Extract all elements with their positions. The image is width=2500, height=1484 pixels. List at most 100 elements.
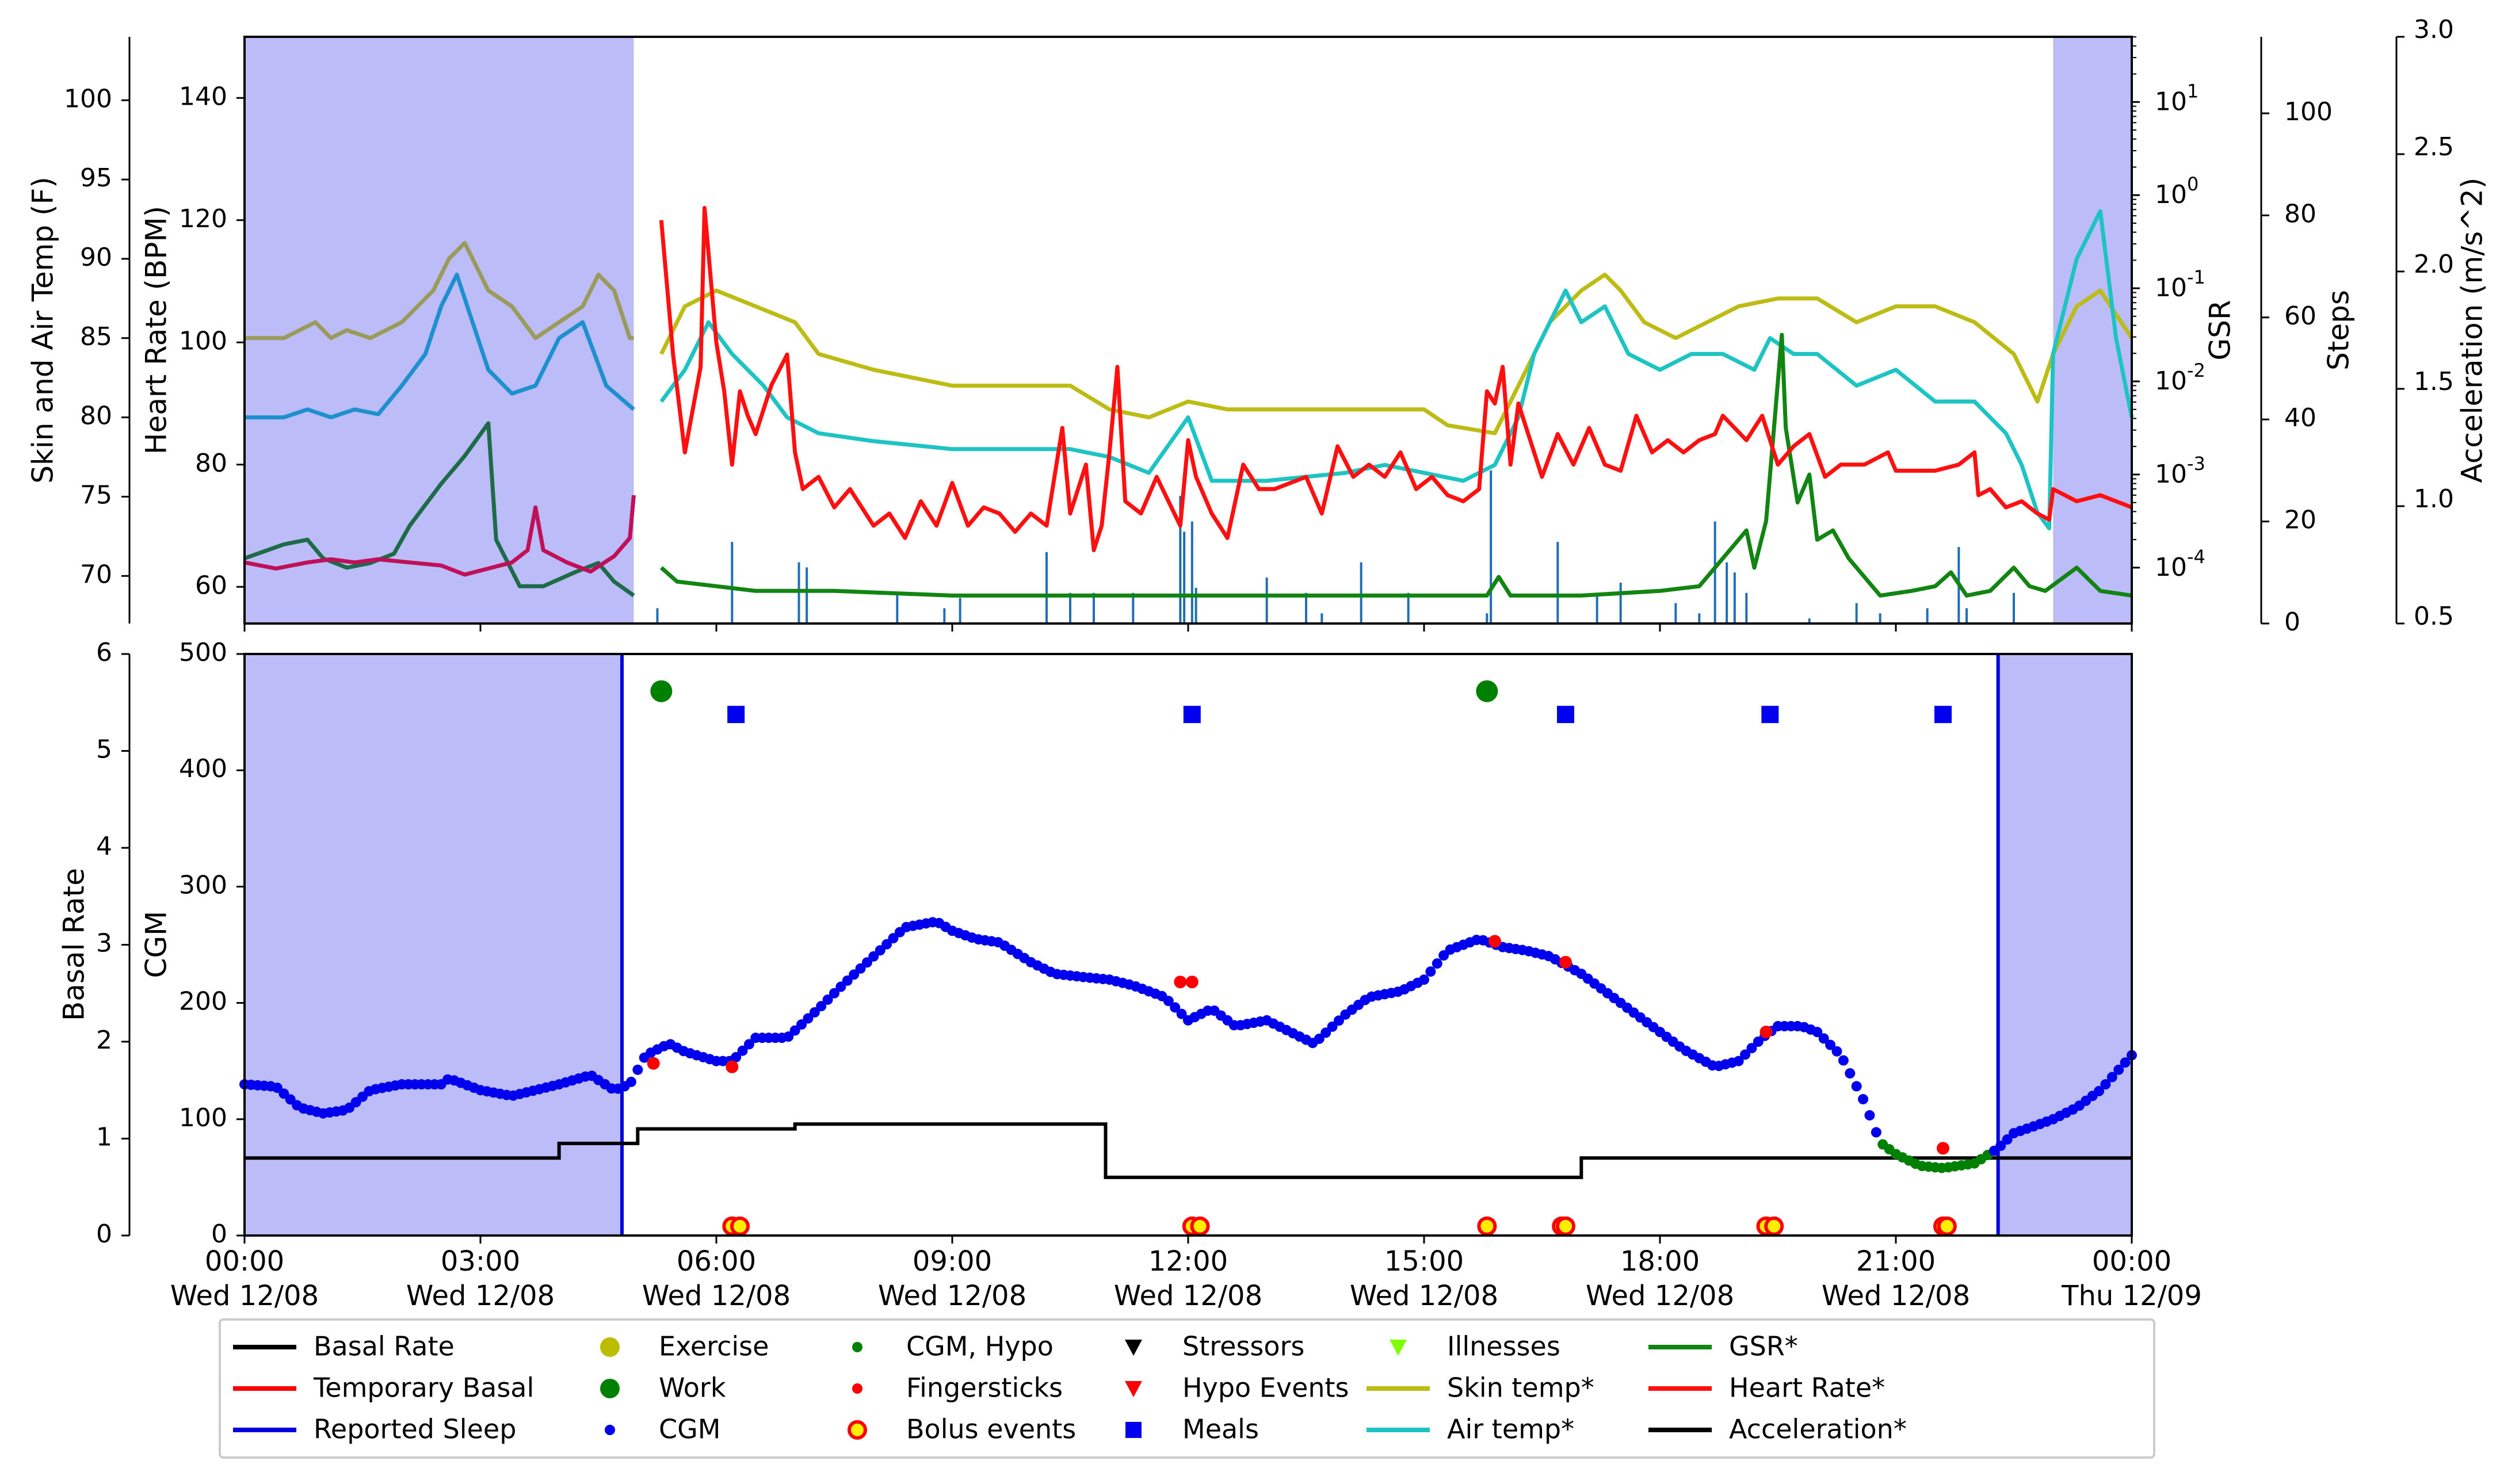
cgm-point <box>1838 1055 1849 1066</box>
tick-label: 80 <box>80 401 112 431</box>
series-line <box>659 206 2133 552</box>
cgm-point <box>809 1007 820 1018</box>
fingerstick-point <box>647 1057 660 1070</box>
meal-marker <box>1934 706 1952 724</box>
legend-item: Bolus events <box>848 1414 1076 1445</box>
tick-label: 85 <box>80 322 112 351</box>
legend-item: Meals <box>1125 1414 1259 1445</box>
cgm-point <box>881 939 892 950</box>
cgm-point <box>1333 1015 1344 1026</box>
axis-label-heart-rate: Heart Rate (BPM) <box>140 206 173 454</box>
cgm-point <box>1425 966 1436 977</box>
legend-label: Reported Sleep <box>314 1414 516 1445</box>
cgm-point <box>861 957 872 968</box>
x-tick-date: Wed 12/08 <box>1350 1280 1498 1312</box>
tick-label: 2.5 <box>2414 132 2454 162</box>
legend-label: CGM, Hypo <box>906 1331 1054 1362</box>
work-marker <box>650 680 673 702</box>
bolus-event-marker <box>1190 1216 1210 1236</box>
cgm-point <box>1851 1081 1862 1092</box>
cgm-point <box>888 933 899 944</box>
tick-label: 0 <box>211 1219 227 1249</box>
fingerstick-point <box>1937 1142 1949 1155</box>
legend-label: Stressors <box>1182 1331 1304 1362</box>
top-axes: 60 80 100 120 140 Heart Rate (BPM) 70 75 80 85 90 9… <box>26 15 2489 637</box>
cgm-point <box>1163 996 1174 1007</box>
series-line <box>243 421 635 598</box>
legend-item: Illnesses <box>1390 1331 1560 1362</box>
cgm-point <box>2106 1072 2117 1083</box>
x-tick-time: 03:00 <box>441 1245 520 1278</box>
bolus-event-marker <box>1764 1216 1784 1236</box>
legend-item: Reported Sleep <box>233 1414 516 1445</box>
axis-label-acceleration: Acceleration (m/s^2) <box>2456 178 2489 483</box>
legend-label: Bolus events <box>906 1414 1076 1445</box>
tick-label: 1.0 <box>2414 484 2454 514</box>
x-tick-date: Wed 12/08 <box>1114 1280 1262 1312</box>
legend-item: Stressors <box>1125 1331 1304 1362</box>
bolus-event-marker <box>1556 1216 1575 1236</box>
x-tick-date: Wed 12/08 <box>1822 1280 1970 1312</box>
cgm-point <box>868 951 879 962</box>
tick-label: 0 <box>2284 607 2300 637</box>
legend-swatch <box>852 1342 862 1352</box>
tick-label: 1 <box>96 1123 112 1152</box>
cgm-point <box>1818 1033 1829 1044</box>
legend-swatch <box>1390 1340 1407 1356</box>
cgm-point <box>783 1031 794 1042</box>
tick-label: 60 <box>195 571 227 600</box>
tick-label: 3 <box>96 929 112 958</box>
tick-label: 120 <box>179 204 227 234</box>
x-tick-time: 09:00 <box>913 1245 992 1278</box>
cgm-point <box>1432 958 1442 969</box>
bottom-plot-marks <box>239 654 2137 1236</box>
cgm-point <box>829 988 839 999</box>
legend-item: Hypo Events <box>1125 1372 1349 1403</box>
cgm-point <box>796 1019 807 1030</box>
meal-marker <box>727 706 745 724</box>
tick-label: 140 <box>179 82 227 111</box>
tick-label: 10-3 <box>2155 453 2205 489</box>
fingerstick-point <box>1759 1026 1773 1039</box>
cgm-point <box>789 1025 800 1036</box>
cgm-point <box>1845 1068 1856 1079</box>
x-tick-time: 00:00 <box>205 1245 284 1278</box>
legend-item: Temporary Basal <box>233 1372 534 1403</box>
legend-swatch <box>600 1379 620 1398</box>
legend-item: Basal Rate <box>233 1331 455 1362</box>
legend-label: Meals <box>1182 1414 1259 1445</box>
tick-label: 6 <box>96 638 112 667</box>
cgm-point <box>803 1013 814 1024</box>
legend-item: Heart Rate* <box>1648 1372 1885 1403</box>
tick-label: 5 <box>96 735 112 764</box>
x-tick-date: Wed 12/08 <box>1586 1280 1734 1312</box>
fingerstick-point <box>726 1060 739 1073</box>
legend-label: Hypo Events <box>1182 1372 1349 1403</box>
tick-label: 90 <box>80 243 112 272</box>
legend-label: Acceleration* <box>1729 1414 1907 1445</box>
tick-label: 10-4 <box>2155 546 2205 582</box>
series-line <box>659 209 2134 531</box>
tick-label: 75 <box>80 480 112 510</box>
tick-label: 2.0 <box>2414 250 2454 279</box>
tick-label: 400 <box>179 754 227 783</box>
cgm-point <box>1864 1110 1875 1121</box>
meal-marker <box>1183 706 1201 724</box>
legend-item: Fingersticks <box>852 1372 1063 1403</box>
legend-label: Work <box>659 1372 726 1403</box>
legend-swatch <box>848 1420 867 1440</box>
cgm-point <box>816 1001 827 1012</box>
cgm-point <box>1871 1127 1881 1138</box>
cgm-point <box>849 969 860 980</box>
legend-swatch <box>1125 1381 1142 1397</box>
fingerstick-point <box>1174 976 1187 989</box>
legend-item: CGM <box>605 1414 720 1445</box>
legend-label: Fingersticks <box>906 1372 1063 1403</box>
cgm-point <box>1995 1140 2006 1151</box>
cgm-point <box>1858 1093 1869 1104</box>
x-tick-date: Wed 12/08 <box>406 1280 555 1312</box>
cgm-point <box>855 963 866 974</box>
series-line <box>245 240 634 341</box>
tick-label: 100 <box>2284 97 2333 127</box>
x-tick-date: Wed 12/08 <box>878 1280 1026 1312</box>
